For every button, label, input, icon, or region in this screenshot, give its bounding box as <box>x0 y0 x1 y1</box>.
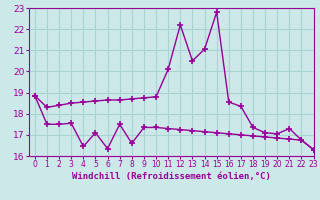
X-axis label: Windchill (Refroidissement éolien,°C): Windchill (Refroidissement éolien,°C) <box>72 172 271 181</box>
